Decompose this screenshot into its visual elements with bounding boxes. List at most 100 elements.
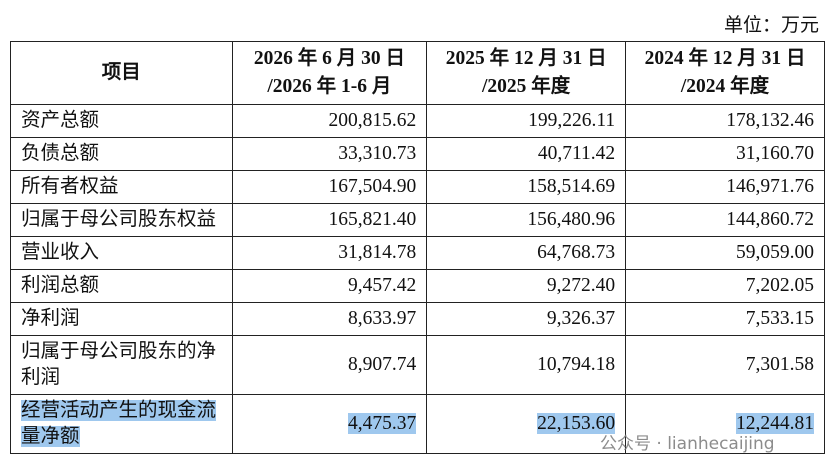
- cell-value: 178,132.46: [726, 110, 814, 131]
- cell-value: 199,226.11: [528, 110, 616, 131]
- label-cell: 净利润: [10, 302, 233, 336]
- value-cell: 8,907.74: [231, 335, 428, 395]
- header-cell: 项目: [10, 41, 233, 105]
- value-cell: 10,794.18: [426, 335, 627, 395]
- value-cell: 40,711.42: [426, 137, 627, 171]
- cell-value: 4,475.37: [347, 413, 417, 434]
- value-cell: 156,480.96: [426, 203, 627, 237]
- cell-value: 31,160.70: [736, 143, 814, 164]
- cell-line: 负债总额: [21, 143, 100, 164]
- value-cell: 178,132.46: [625, 104, 825, 138]
- value-cell: 4,475.37: [231, 394, 428, 454]
- value-cell: 199,226.11: [426, 104, 627, 138]
- label-cell: 归属于母公司股东权益: [10, 203, 233, 237]
- cell-line: 净利润: [21, 308, 80, 329]
- value-cell: 9,457.42: [231, 269, 428, 303]
- cell-line: 所有者权益: [21, 176, 119, 197]
- cell-value: 144,860.72: [726, 209, 814, 230]
- cell-value: 7,533.15: [745, 308, 814, 329]
- label-cell: 负债总额: [10, 137, 233, 171]
- header-cell: 2024 年 12 月 31 日/2024 年度: [625, 41, 825, 105]
- table-row: 负债总额 33,310.73 40,711.42 31,160.70: [10, 137, 825, 171]
- cell-line: 归属于母公司股东权益: [21, 209, 217, 230]
- table-body: 资产总额 200,815.62 199,226.11 178,132.46 负债总额 33…: [10, 104, 825, 454]
- cell-value: 156,480.96: [527, 209, 616, 230]
- cell-value: 31,814.78: [338, 242, 417, 263]
- value-cell: 158,514.69: [426, 170, 627, 204]
- table-row: 所有者权益 167,504.90 158,514.69 146,971.76: [10, 170, 825, 204]
- cell-value: 9,457.42: [347, 275, 417, 296]
- value-cell: 9,272.40: [426, 269, 627, 303]
- table-row: 营业收入 31,814.78 64,768.73 59,059.00: [10, 236, 825, 270]
- value-cell: 146,971.76: [625, 170, 825, 204]
- cell-value: 33,310.73: [338, 143, 417, 164]
- value-cell: 9,326.37: [426, 302, 627, 336]
- cell-value: 8,633.97: [347, 308, 417, 329]
- header-cell: 2025 年 12 月 31 日/2025 年度: [426, 41, 627, 105]
- cell-value: 200,815.62: [328, 110, 417, 131]
- value-cell: 31,160.70: [625, 137, 825, 171]
- cell-line: 经营活动产生的现金流: [21, 400, 217, 421]
- label-cell: 利润总额: [10, 269, 233, 303]
- value-cell: 7,533.15: [625, 302, 825, 336]
- cell-line: 项目: [101, 62, 141, 83]
- header-cell: 2026 年 6 月 30 日/2026 年 1-6 月: [231, 41, 428, 105]
- cell-line: 利润总额: [21, 275, 100, 296]
- cell-value: 7,202.05: [745, 275, 814, 296]
- value-cell: 200,815.62: [231, 104, 428, 138]
- table-row: 净利润 8,633.97 9,326.37 7,533.15: [10, 302, 825, 336]
- value-cell: 31,814.78: [231, 236, 428, 270]
- cell-value: 167,504.90: [328, 176, 417, 197]
- value-cell: 8,633.97: [231, 302, 428, 336]
- label-cell: 归属于母公司股东的净 利润: [10, 335, 233, 395]
- cell-line: /2026 年 1-6 月: [267, 76, 392, 97]
- watermark: 公众号 · lianhecaijing: [600, 434, 775, 454]
- table-row: 归属于母公司股东权益 165,821.40 156,480.96 144,860.72: [10, 203, 825, 237]
- cell-value: 40,711.42: [537, 143, 616, 164]
- header-row: 项目 2026 年 6 月 30 日/2026 年 1-6 月 2025 年 12 …: [10, 41, 825, 105]
- cell-line: 2025 年 12 月 31 日: [445, 48, 607, 69]
- cell-value: 9,326.37: [546, 308, 616, 329]
- cell-value: 165,821.40: [328, 209, 417, 230]
- value-cell: 7,202.05: [625, 269, 825, 303]
- value-cell: 167,504.90: [231, 170, 428, 204]
- cell-line: 资产总额: [21, 110, 100, 131]
- value-cell: 165,821.40: [231, 203, 428, 237]
- cell-line: 营业收入: [21, 242, 100, 263]
- value-cell: 7,301.58: [625, 335, 825, 395]
- financial-table: 项目 2026 年 6 月 30 日/2026 年 1-6 月 2025 年 12 …: [10, 41, 825, 454]
- label-cell: 所有者权益: [10, 170, 233, 204]
- table-row: 经营活动产生的现金流 量净额 4,475.37 22,153.60 12,244.81: [10, 394, 825, 454]
- cell-value: 158,514.69: [527, 176, 616, 197]
- label-cell: 资产总额: [10, 104, 233, 138]
- cell-line: 2024 年 12 月 31 日: [644, 48, 806, 69]
- value-cell: 22,153.60: [426, 394, 627, 454]
- cell-value: 12,244.81: [736, 413, 814, 434]
- label-cell: 营业收入: [10, 236, 233, 270]
- cell-line: 2026 年 6 月 30 日: [253, 48, 405, 69]
- value-cell: 33,310.73: [231, 137, 428, 171]
- table-row: 利润总额 9,457.42 9,272.40 7,202.05: [10, 269, 825, 303]
- cell-value: 8,907.74: [347, 354, 417, 375]
- cell-line: 量净额: [21, 426, 80, 447]
- cell-line: 归属于母公司股东的净: [21, 341, 217, 362]
- cell-value: 146,971.76: [726, 176, 814, 197]
- cell-line: /2024 年度: [680, 76, 770, 97]
- value-cell: 144,860.72: [625, 203, 825, 237]
- unit-label: 单位：万元: [723, 15, 819, 36]
- cell-line: /2025 年度: [482, 76, 571, 97]
- label-cell: 经营活动产生的现金流 量净额: [10, 394, 233, 454]
- table-row: 资产总额 200,815.62 199,226.11 178,132.46: [10, 104, 825, 138]
- cell-value: 10,794.18: [537, 354, 616, 375]
- value-cell: 12,244.81: [625, 394, 825, 454]
- cell-line: 利润: [21, 367, 61, 388]
- cell-value: 64,768.73: [537, 242, 616, 263]
- cell-value: 7,301.58: [745, 354, 814, 375]
- cell-value: 22,153.60: [537, 413, 616, 434]
- table-row: 归属于母公司股东的净 利润 8,907.74 10,794.18 7,301.58: [10, 335, 825, 395]
- value-cell: 64,768.73: [426, 236, 627, 270]
- cell-value: 59,059.00: [736, 242, 814, 263]
- table-header: 项目 2026 年 6 月 30 日/2026 年 1-6 月 2025 年 12 …: [10, 41, 825, 105]
- cell-value: 9,272.40: [546, 275, 616, 296]
